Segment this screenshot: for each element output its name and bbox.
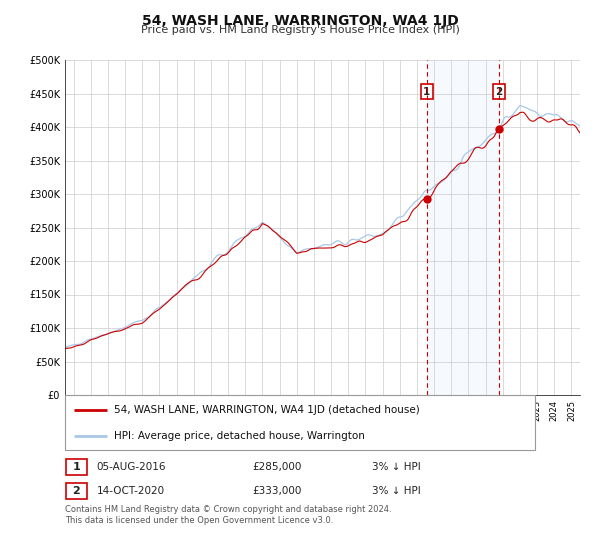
FancyBboxPatch shape	[66, 483, 86, 499]
Text: £285,000: £285,000	[252, 462, 301, 472]
Text: 2: 2	[496, 87, 503, 97]
Text: Contains HM Land Registry data © Crown copyright and database right 2024.
This d: Contains HM Land Registry data © Crown c…	[65, 506, 392, 525]
Text: Price paid vs. HM Land Registry's House Price Index (HPI): Price paid vs. HM Land Registry's House …	[140, 25, 460, 35]
Text: 1: 1	[73, 462, 80, 472]
Text: 1: 1	[423, 87, 431, 97]
Text: 2: 2	[73, 486, 80, 496]
Text: 54, WASH LANE, WARRINGTON, WA4 1JD: 54, WASH LANE, WARRINGTON, WA4 1JD	[142, 14, 458, 28]
FancyBboxPatch shape	[66, 459, 86, 475]
Text: HPI: Average price, detached house, Warrington: HPI: Average price, detached house, Warr…	[115, 431, 365, 441]
Text: 14-OCT-2020: 14-OCT-2020	[97, 486, 165, 496]
Bar	[427, 60, 499, 395]
Text: 05-AUG-2016: 05-AUG-2016	[97, 462, 166, 472]
Text: 54, WASH LANE, WARRINGTON, WA4 1JD (detached house): 54, WASH LANE, WARRINGTON, WA4 1JD (deta…	[115, 405, 420, 415]
Text: 3% ↓ HPI: 3% ↓ HPI	[372, 462, 421, 472]
Text: £333,000: £333,000	[252, 486, 301, 496]
Text: 3% ↓ HPI: 3% ↓ HPI	[372, 486, 421, 496]
FancyBboxPatch shape	[65, 395, 535, 450]
